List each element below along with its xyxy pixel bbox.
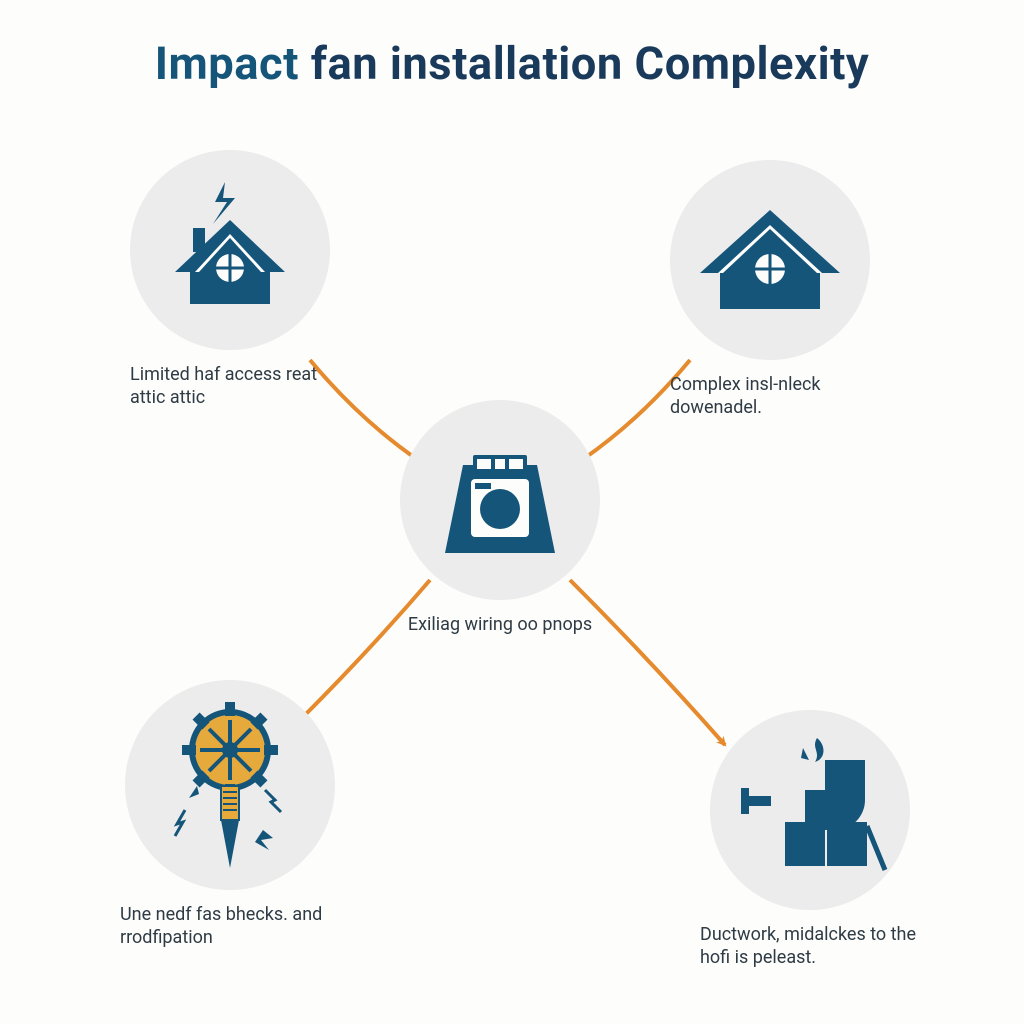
node-bottom-right: Ductwork, midalckes to the hofi is pelea… [700,710,920,969]
bubble-bottom-left [125,680,335,890]
node-top-left: Limited haf access reat attic attic [130,150,330,409]
caption-top-left: Limited haf access reat attic attic [130,364,330,409]
bubble-top-right [670,160,870,360]
house-bolt-icon [155,180,305,320]
bubble-top-left [130,150,330,350]
house-plain-icon [690,195,850,325]
node-bottom-left: Une nedf fas bhecks. and rrodfipation [120,680,340,949]
node-top-right: Complex insl-nleck dowenadel. [670,160,870,419]
caption-center: Exiliag wiring oo pnops [408,614,592,637]
title-rest: fan installation Complexity [299,38,869,91]
bubble-bottom-right [710,710,910,910]
title-accent: Impact [155,38,299,91]
gear-tool-icon [145,690,315,880]
node-center: Exiliag wiring oo pnops [400,400,600,637]
ductwork-icon [725,730,895,890]
caption-bottom-left: Une nedf fas bhecks. and rrodfipation [120,904,340,949]
caption-top-right: Complex insl-nleck dowenadel. [670,374,870,419]
bubble-center [400,400,600,600]
caption-bottom-right: Ductwork, midalckes to the hofi is pelea… [700,924,920,969]
page-title: Impact fan installation Complexity [0,38,1024,91]
fan-unit-icon [425,435,575,565]
